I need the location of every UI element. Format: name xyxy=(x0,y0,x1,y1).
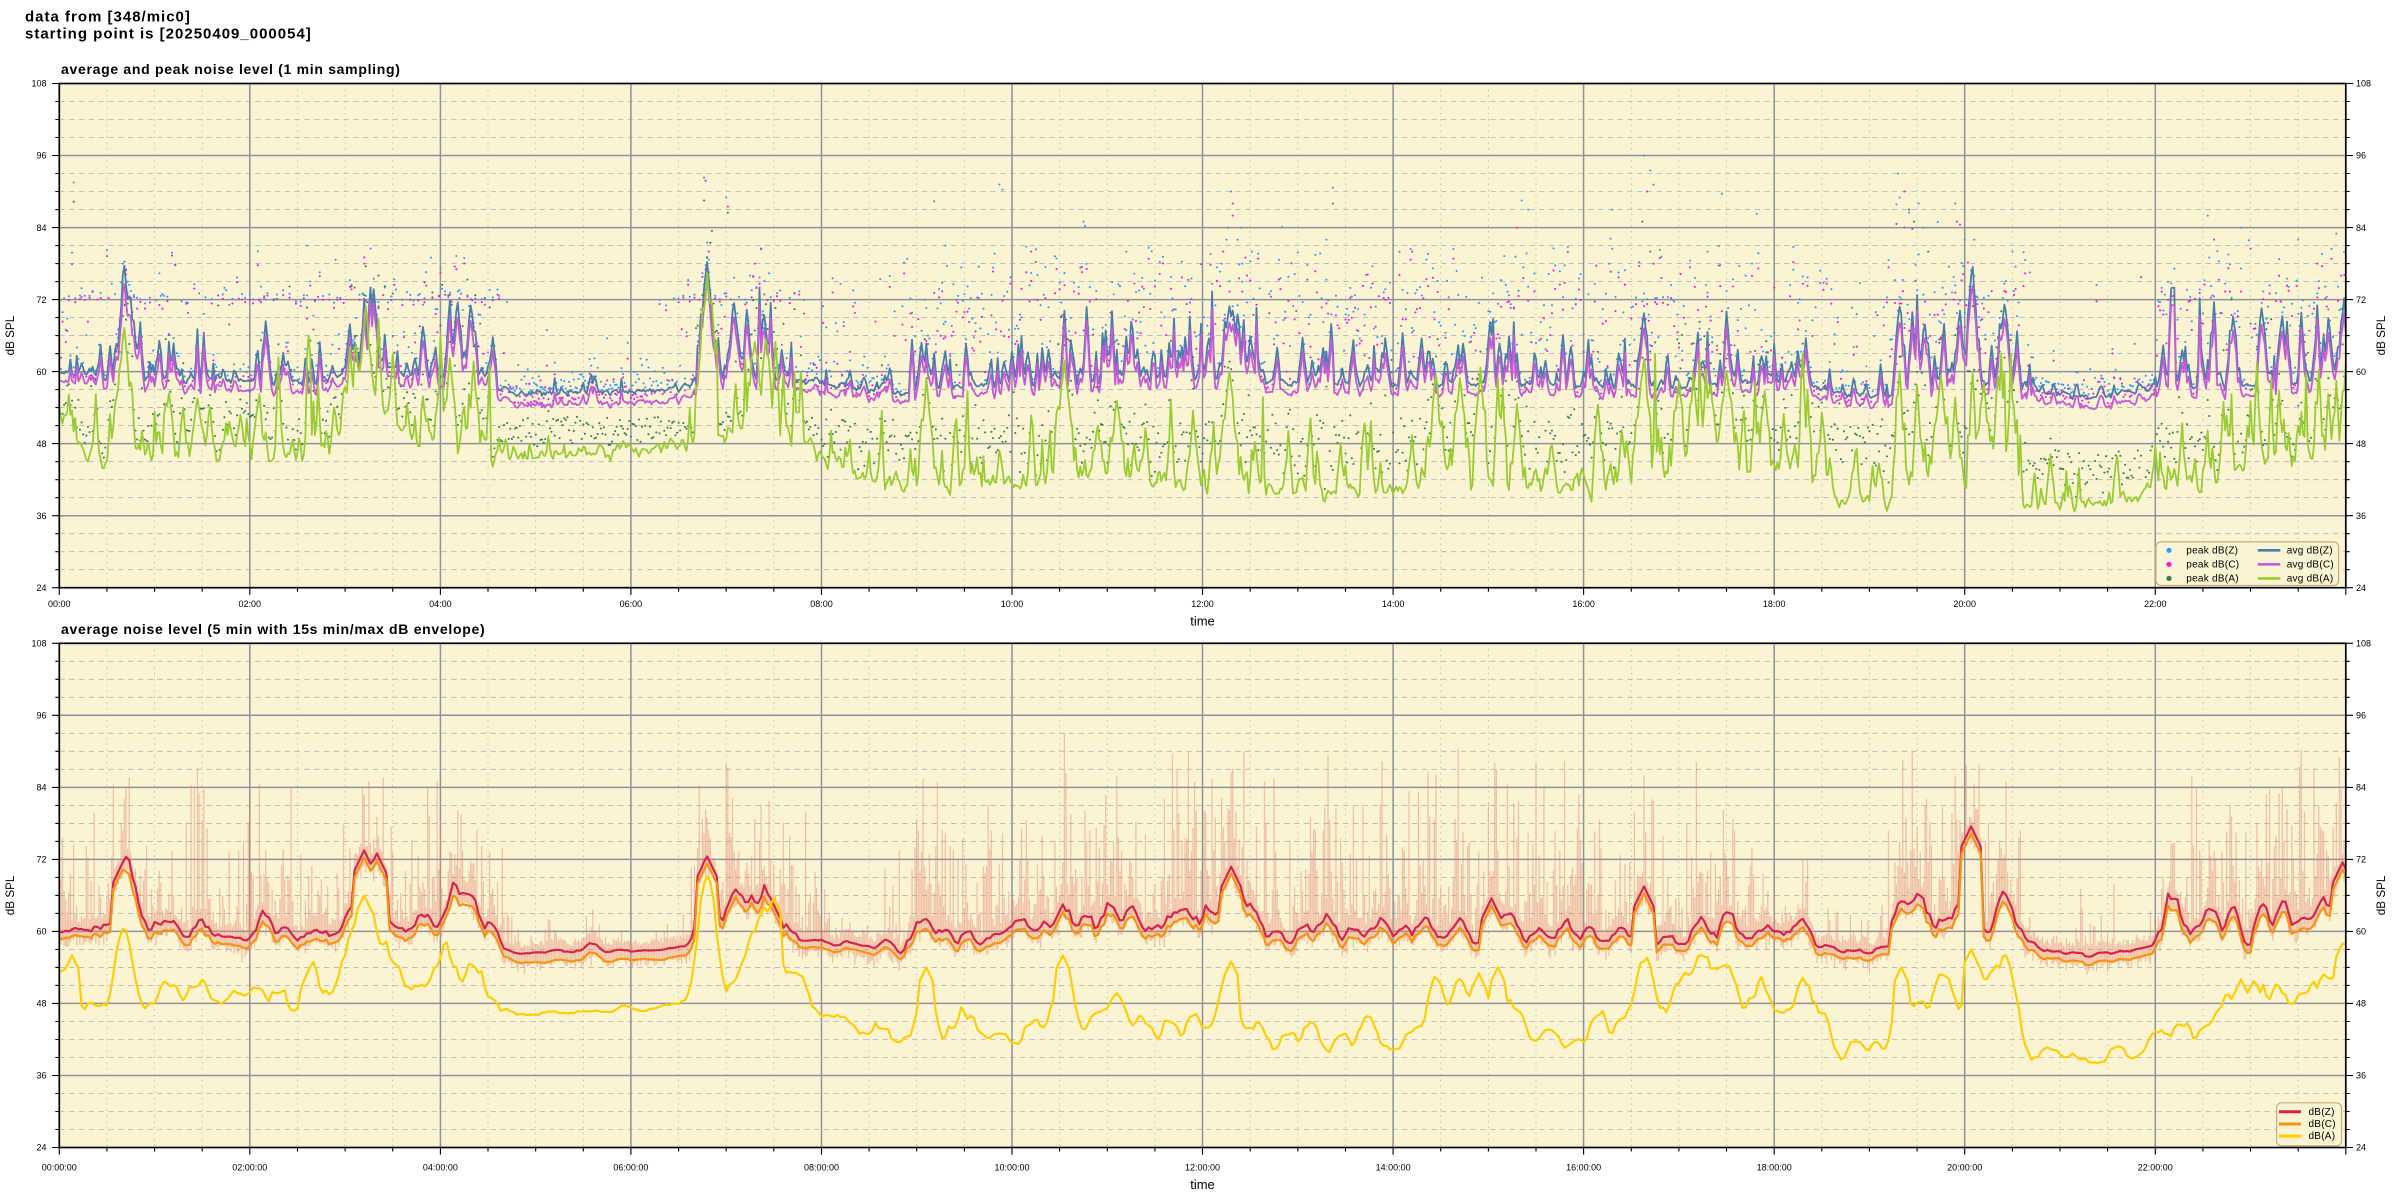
svg-text:dB SPL: dB SPL xyxy=(2375,315,2388,355)
svg-text:avg dB(Z): avg dB(Z) xyxy=(2287,545,2333,556)
svg-text:dB(C): dB(C) xyxy=(2309,1119,2336,1130)
svg-text:60: 60 xyxy=(36,927,46,937)
svg-text:24: 24 xyxy=(36,1143,46,1153)
svg-text:84: 84 xyxy=(36,783,46,793)
svg-text:96: 96 xyxy=(2356,711,2366,721)
svg-text:72: 72 xyxy=(36,855,46,865)
svg-text:dB(A): dB(A) xyxy=(2309,1131,2336,1142)
svg-text:dB(Z): dB(Z) xyxy=(2309,1107,2335,1118)
svg-text:18:00: 18:00 xyxy=(1763,599,1786,609)
svg-text:10:00:00: 10:00:00 xyxy=(994,1163,1029,1173)
svg-text:36: 36 xyxy=(2356,1071,2366,1081)
svg-text:24: 24 xyxy=(2356,583,2366,593)
svg-text:12:00: 12:00 xyxy=(1191,599,1214,609)
svg-text:36: 36 xyxy=(36,1071,46,1081)
svg-text:starting point is [20250409_00: starting point is [20250409_000054] xyxy=(25,26,312,43)
svg-text:48: 48 xyxy=(2356,999,2366,1009)
svg-text:108: 108 xyxy=(31,639,46,649)
svg-text:08:00: 08:00 xyxy=(810,599,833,609)
svg-text:04:00: 04:00 xyxy=(429,599,452,609)
svg-text:24: 24 xyxy=(36,583,46,593)
svg-text:60: 60 xyxy=(2356,367,2366,377)
svg-text:84: 84 xyxy=(36,223,46,233)
svg-text:data from [348/mic0]: data from [348/mic0] xyxy=(25,9,191,26)
svg-text:20:00: 20:00 xyxy=(1953,599,1976,609)
svg-text:84: 84 xyxy=(2356,223,2366,233)
svg-text:18:00:00: 18:00:00 xyxy=(1757,1163,1792,1173)
svg-text:72: 72 xyxy=(36,295,46,305)
svg-text:dB SPL: dB SPL xyxy=(2375,875,2388,915)
svg-text:02:00:00: 02:00:00 xyxy=(232,1163,267,1173)
svg-text:96: 96 xyxy=(36,151,46,161)
svg-text:48: 48 xyxy=(36,439,46,449)
svg-text:48: 48 xyxy=(2356,439,2366,449)
svg-text:108: 108 xyxy=(2356,79,2371,89)
svg-text:72: 72 xyxy=(2356,855,2366,865)
svg-text:dB SPL: dB SPL xyxy=(4,315,17,355)
svg-text:22:00: 22:00 xyxy=(2144,599,2167,609)
svg-text:peak dB(C): peak dB(C) xyxy=(2186,559,2239,570)
svg-text:72: 72 xyxy=(2356,295,2366,305)
svg-text:02:00: 02:00 xyxy=(239,599,262,609)
svg-text:20:00:00: 20:00:00 xyxy=(1947,1163,1982,1173)
svg-text:48: 48 xyxy=(36,999,46,1009)
svg-text:96: 96 xyxy=(2356,151,2366,161)
svg-text:time: time xyxy=(1190,1177,1215,1192)
svg-text:12:00:00: 12:00:00 xyxy=(1185,1163,1220,1173)
svg-text:14:00:00: 14:00:00 xyxy=(1376,1163,1411,1173)
svg-text:108: 108 xyxy=(31,79,46,89)
svg-text:24: 24 xyxy=(2356,1143,2366,1153)
svg-text:average and peak noise level (: average and peak noise level (1 min samp… xyxy=(61,61,401,77)
svg-text:108: 108 xyxy=(2356,639,2371,649)
svg-text:14:00: 14:00 xyxy=(1382,599,1405,609)
svg-text:60: 60 xyxy=(36,367,46,377)
svg-text:16:00:00: 16:00:00 xyxy=(1566,1163,1601,1173)
svg-text:dB SPL: dB SPL xyxy=(4,875,17,915)
svg-text:36: 36 xyxy=(2356,511,2366,521)
svg-text:avg dB(C): avg dB(C) xyxy=(2287,559,2334,570)
svg-text:peak dB(Z): peak dB(Z) xyxy=(2186,545,2238,556)
svg-text:average noise level (5 min wit: average noise level (5 min with 15s min/… xyxy=(61,621,485,637)
svg-text:04:00:00: 04:00:00 xyxy=(423,1163,458,1173)
svg-text:06:00:00: 06:00:00 xyxy=(613,1163,648,1173)
svg-text:08:00:00: 08:00:00 xyxy=(804,1163,839,1173)
svg-text:avg dB(A): avg dB(A) xyxy=(2287,574,2334,585)
svg-text:96: 96 xyxy=(36,711,46,721)
svg-text:36: 36 xyxy=(36,511,46,521)
svg-text:peak dB(A): peak dB(A) xyxy=(2186,574,2239,585)
svg-text:06:00: 06:00 xyxy=(620,599,643,609)
svg-text:22:00:00: 22:00:00 xyxy=(2138,1163,2173,1173)
svg-text:84: 84 xyxy=(2356,783,2366,793)
svg-text:00:00:00: 00:00:00 xyxy=(42,1163,77,1173)
svg-text:00:00: 00:00 xyxy=(48,599,71,609)
svg-text:60: 60 xyxy=(2356,927,2366,937)
svg-text:10:00: 10:00 xyxy=(1001,599,1024,609)
svg-text:16:00: 16:00 xyxy=(1572,599,1595,609)
svg-text:time: time xyxy=(1190,614,1215,629)
